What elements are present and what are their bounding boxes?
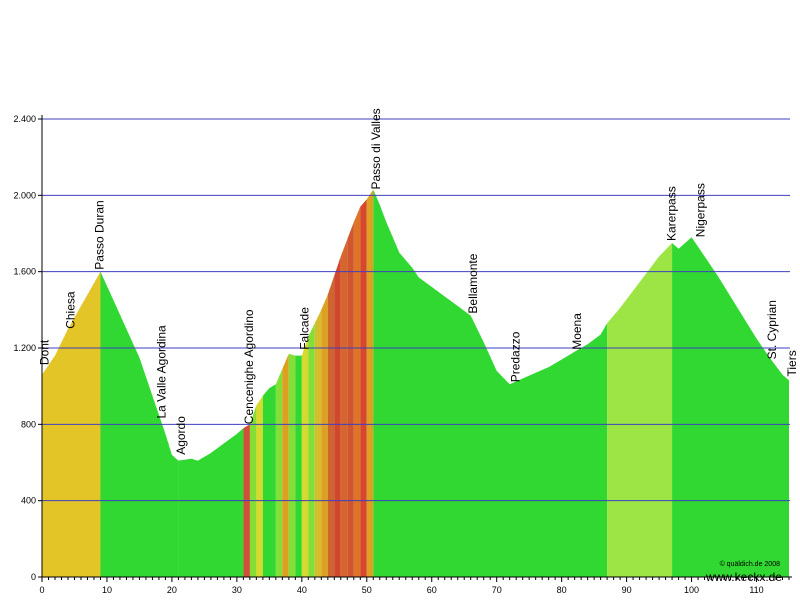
x-tick-label: 110 [749,585,763,595]
y-tick-label: 1.200 [13,343,36,353]
profile-segment-11 [301,336,309,577]
profile-segment-8 [282,353,289,577]
profile-segment-23 [607,243,673,577]
gridlines [42,118,790,502]
profile-segment-7 [275,369,283,577]
y-tick-label: 2.400 [13,114,36,124]
profile-segment-19 [353,206,361,578]
profile-segment-17 [340,239,348,577]
annotation-labels: Dont Chiesa Passo Duran La Valle Agordina Ag… [38,108,800,454]
profile-segment-22 [373,189,608,577]
profile-segment-14 [321,294,328,577]
y-tick-label: 1.600 [13,267,36,277]
y-tick-label: 400 [21,496,36,506]
profile-segment-24 [672,237,789,578]
x-tick-label: 30 [232,585,242,595]
annotation-label: St. Cyprian [765,300,779,359]
profile-segment-18 [347,222,354,577]
y-tick-label: 2.000 [13,190,36,200]
annotation-label: Chiesa [64,291,78,329]
profile-segment-5 [256,395,263,577]
x-tick-label: 100 [684,585,699,595]
profile-segment-13 [314,309,322,577]
x-tick-label: 20 [167,585,177,595]
x-tick-label: 60 [427,585,437,595]
annotation-label: Tiers [785,350,799,376]
x-tick-label: 90 [622,585,632,595]
annotation-label: Cencenighe Agordino [242,309,256,424]
profile-segment-21 [366,189,374,577]
annotation-label: La Valle Agordina [154,325,168,419]
annotation-label: Bellamonte [466,253,480,313]
profile-area [41,189,789,578]
profile-segment-9 [288,353,296,577]
y-tick-label: 0 [31,572,36,582]
annotation-label: Moena [570,313,584,350]
annotation-label: Nigerpass [694,183,708,237]
copyright-text: © quäldich.de 2008 [719,561,780,568]
profile-segment-16 [334,256,341,577]
y-tick-label: 800 [21,419,36,429]
x-tick-label: 10 [102,585,112,595]
axes: 0 400 800 1.200 1.600 2.000 2.400 0 10 20 30 40 50 60… [13,114,792,595]
annotation-label: Dont [38,339,52,365]
website-link[interactable]: www.keckx.de [705,570,782,584]
profile-segment-2 [178,428,244,577]
x-tick-label: 70 [492,585,502,595]
annotation-label: Karerpass [664,186,678,241]
profile-segment-20 [360,199,367,577]
profile-segment-4 [249,405,257,577]
profile-segment-15 [327,275,335,577]
annotation-label: Passo di Valles [369,108,383,189]
annotation-label: Falcade [297,307,311,350]
profile-segment-10 [295,355,302,577]
x-tick-label: 0 [39,585,44,595]
annotation-label: Agordo [174,416,188,455]
annotation-label: Predazzo [508,331,522,382]
x-tick-label: 80 [557,585,567,595]
x-tick-label: 50 [362,585,372,595]
profile-segment-6 [262,384,276,577]
profile-segment-12 [308,323,315,577]
x-tick-label: 40 [297,585,307,595]
annotation-label: Passo Duran [93,200,107,269]
